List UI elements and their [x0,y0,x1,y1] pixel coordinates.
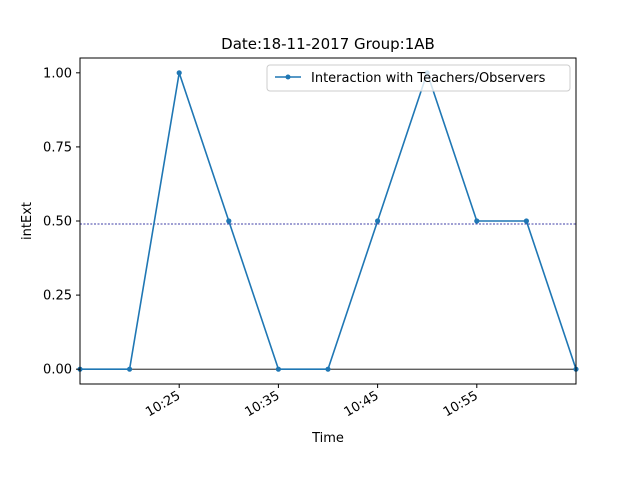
data-point [275,366,281,372]
y-tick-label: 0.50 [43,215,72,230]
data-point [176,70,182,76]
data-point [127,366,133,372]
legend-label: Interaction with Teachers/Observers [311,71,546,86]
x-axis: 10:25 10:35 10:45 10:55 [143,384,481,420]
data-point [226,218,232,224]
data-point [523,218,530,224]
y-tick-label: 0.00 [43,363,72,378]
legend: Interaction with Teachers/Observers [266,64,571,92]
y-tick-label: 1.00 [43,66,72,81]
data-point [325,366,331,372]
x-axis-label: Time [311,431,344,446]
y-axis-label: intExt [20,202,35,240]
legend-swatch-marker [285,74,291,80]
legend-box [266,64,571,92]
x-tick-label: 10:55 [441,388,481,420]
x-tick-label: 10:25 [143,388,183,420]
data-point [474,218,480,224]
x-tick-label: 10:45 [342,388,382,420]
x-tick-label: 10:35 [242,388,282,420]
data-point [375,218,381,224]
chart-title: Date:18-11-2017 Group:1AB [221,35,435,53]
y-tick-label: 0.75 [43,140,72,155]
y-axis: 0.00 0.25 0.50 0.75 1.00 [43,66,80,378]
y-tick-label: 0.25 [43,289,72,304]
